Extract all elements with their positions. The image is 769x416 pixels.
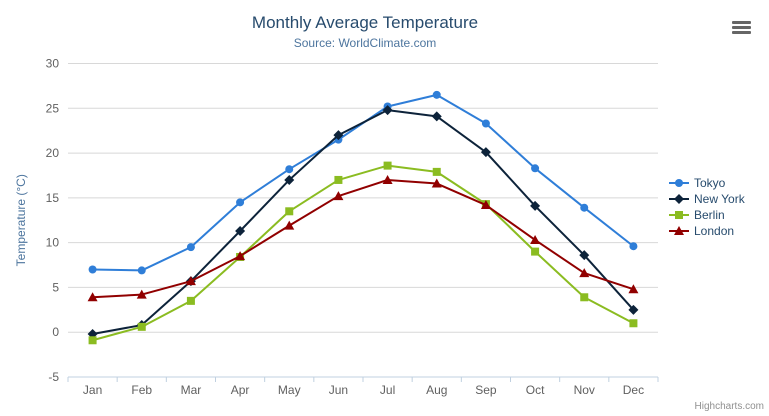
series-berlin[interactable] — [91, 164, 635, 342]
series-marker-berlin[interactable] — [334, 175, 343, 184]
series-marker-berlin[interactable] — [629, 319, 638, 328]
x-axis-tick-label: Sep — [475, 383, 497, 397]
y-axis-tick-label: 30 — [46, 57, 60, 71]
square-marker-icon — [669, 211, 689, 219]
series-marker-new-york[interactable] — [480, 147, 491, 158]
legend-label: London — [694, 224, 735, 238]
series-marker-london[interactable] — [284, 220, 295, 230]
series-marker-london[interactable] — [530, 234, 541, 244]
series-marker-new-york[interactable] — [579, 250, 590, 261]
series-marker-berlin[interactable] — [531, 247, 540, 256]
x-axis-tick-label: Feb — [131, 383, 152, 397]
series-marker-tokyo[interactable] — [629, 242, 638, 251]
hamburger-icon — [732, 21, 751, 24]
x-axis-tick-label: Oct — [526, 383, 545, 397]
legend-item-new-york[interactable]: New York — [669, 192, 745, 206]
series-marker-new-york[interactable] — [235, 225, 246, 236]
series-marker-london[interactable] — [628, 284, 639, 294]
x-axis-tick-label: Apr — [231, 383, 250, 397]
series-marker-berlin[interactable] — [383, 161, 392, 170]
hamburger-icon — [732, 26, 751, 29]
series-line-london[interactable] — [91, 178, 635, 299]
chart-title: Monthly Average Temperature — [251, 13, 479, 32]
series-marker-berlin[interactable] — [285, 207, 294, 216]
triangle-marker-icon — [669, 226, 689, 235]
series-marker-tokyo[interactable] — [137, 266, 146, 275]
legend-label: Tokyo — [694, 176, 726, 190]
series-marker-berlin[interactable] — [432, 167, 441, 176]
legend-item-berlin[interactable]: Berlin — [669, 208, 745, 222]
x-axis-tick-label: Jun — [329, 383, 348, 397]
x-axis-tick-label: Jan — [83, 383, 102, 397]
y-axis-tick-label: 0 — [52, 325, 59, 339]
x-axis-tick-label: Dec — [623, 383, 644, 397]
series-marker-london[interactable] — [431, 178, 442, 188]
export-menu-button[interactable] — [732, 21, 751, 34]
series-marker-london[interactable] — [136, 289, 147, 299]
x-axis-tick-label: Aug — [426, 383, 447, 397]
series-marker-berlin[interactable] — [88, 336, 97, 345]
hamburger-icon — [732, 31, 751, 34]
series-marker-tokyo[interactable] — [88, 265, 97, 274]
legend-label: Berlin — [694, 208, 725, 222]
series-london[interactable] — [91, 178, 635, 299]
y-axis-tick-label: 20 — [46, 146, 60, 160]
series-new-york[interactable] — [91, 109, 635, 336]
chart-subtitle: Source: WorldClimate.com — [293, 36, 437, 50]
credits-link[interactable]: Highcharts.com — [694, 401, 764, 412]
legend-item-london[interactable]: London — [669, 224, 745, 238]
y-axis-tick-label: 10 — [46, 236, 60, 250]
series-marker-tokyo[interactable] — [580, 203, 589, 212]
series-line-berlin[interactable] — [91, 164, 635, 342]
series-marker-london[interactable] — [185, 276, 196, 286]
y-axis-tick-label: -5 — [48, 370, 59, 384]
series-marker-new-york[interactable] — [431, 111, 442, 122]
legend-item-tokyo[interactable]: Tokyo — [669, 176, 745, 190]
x-axis-tick-label: May — [278, 383, 301, 397]
series-marker-london[interactable] — [235, 251, 246, 261]
series-marker-tokyo[interactable] — [285, 165, 294, 174]
y-axis-title: Temperature (°C) — [14, 174, 28, 266]
series-marker-london[interactable] — [333, 191, 344, 201]
y-axis-tick-label: 25 — [46, 101, 60, 115]
y-axis-tick-label: 5 — [52, 280, 59, 294]
series-marker-new-york[interactable] — [284, 174, 295, 185]
x-axis-tick-label: Mar — [181, 383, 202, 397]
series-tokyo[interactable] — [91, 93, 635, 272]
series-marker-berlin[interactable] — [580, 293, 589, 302]
series-line-tokyo[interactable] — [91, 93, 635, 272]
series-line-new-york[interactable] — [91, 109, 635, 336]
series-marker-berlin[interactable] — [137, 322, 146, 331]
series-marker-london[interactable] — [382, 174, 393, 184]
legend-label: New York — [694, 192, 745, 206]
series-marker-tokyo[interactable] — [432, 90, 441, 99]
series-marker-new-york[interactable] — [382, 105, 393, 116]
series-marker-new-york[interactable] — [530, 200, 541, 211]
series-marker-london[interactable] — [87, 292, 98, 302]
series-marker-tokyo[interactable] — [186, 243, 195, 252]
x-axis-tick-label: Jul — [380, 383, 395, 397]
diamond-marker-icon — [669, 194, 689, 204]
circle-marker-icon — [669, 179, 689, 187]
series-marker-new-york[interactable] — [628, 304, 639, 315]
series-marker-london[interactable] — [579, 268, 590, 278]
x-axis-tick-label: Nov — [574, 383, 595, 397]
series-marker-new-york[interactable] — [333, 130, 344, 141]
series-marker-berlin[interactable] — [186, 296, 195, 305]
series-marker-tokyo[interactable] — [236, 198, 245, 207]
legend: Tokyo New York Berlin London — [669, 176, 745, 238]
series-marker-tokyo[interactable] — [531, 164, 540, 173]
series-marker-london[interactable] — [480, 200, 491, 210]
y-axis-tick-label: 15 — [46, 191, 60, 205]
series-marker-tokyo[interactable] — [481, 119, 490, 128]
